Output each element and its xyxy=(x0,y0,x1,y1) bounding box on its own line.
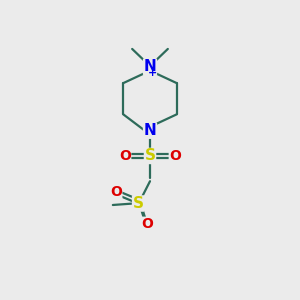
Text: S: S xyxy=(133,196,144,211)
Text: N: N xyxy=(144,59,156,74)
Text: O: O xyxy=(141,217,153,231)
Text: +: + xyxy=(148,68,157,78)
Text: O: O xyxy=(169,149,181,163)
Text: O: O xyxy=(119,149,131,163)
Text: O: O xyxy=(110,184,122,199)
Text: S: S xyxy=(145,148,155,164)
Text: N: N xyxy=(144,123,156,138)
